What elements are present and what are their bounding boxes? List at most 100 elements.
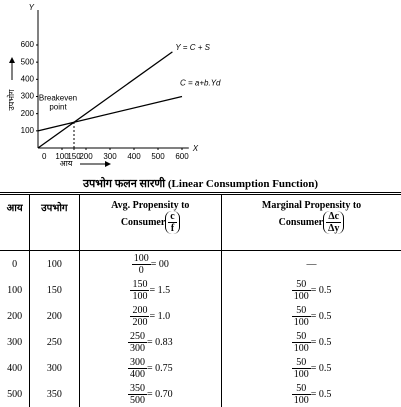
fraction: 50 100 (291, 331, 311, 354)
fraction: 200 200 (130, 305, 150, 328)
x-tick-label: 400 (127, 152, 141, 161)
row: 100 150 150 100 = 1.5 50 100 = 0.5 (0, 277, 401, 303)
x-tick-label: 150 (67, 152, 81, 161)
row: 300 250 250 300 = 0.83 50 100 = 0.5 (0, 329, 401, 355)
cell: 100 (29, 250, 80, 277)
series-line (37, 95, 183, 132)
result: = 0.75 (146, 362, 173, 374)
fraction: 100 0 (131, 252, 151, 276)
numerator: Δc (326, 211, 342, 223)
fraction: 350 500 (127, 383, 147, 406)
result: = 00 (150, 258, 169, 270)
denominator: f (170, 223, 175, 234)
cell: 100 0 = 00 (78, 250, 222, 277)
cell-text: 300 (7, 336, 23, 348)
header-text: Consumer (278, 216, 324, 228)
cell: 50 100 = 0.5 (221, 277, 401, 303)
y-axis-letter: Y (29, 3, 35, 12)
fraction: 250 300 (127, 331, 147, 354)
header-text: उपभोग (41, 203, 68, 214)
numerator: 300 (127, 356, 147, 369)
annotation: Breakeven (39, 93, 77, 102)
result: = 0.70 (146, 388, 173, 400)
cell: 350 (29, 381, 80, 407)
numerator: 50 (291, 383, 311, 395)
cell: 50 100 = 0.5 (221, 355, 401, 381)
result: = 0.5 (310, 310, 332, 322)
cell: 300 (29, 355, 80, 381)
x-tick-label: 100 (55, 152, 69, 161)
cell-text: 250 (46, 336, 62, 348)
x-tick-label: 600 (175, 152, 189, 161)
cell: 150 (29, 277, 80, 303)
row: 0 100 100 0 = 00— (0, 250, 401, 278)
header-text: Avg. Propensity to (111, 200, 190, 211)
row: 200 200 200 200 = 1.0 50 100 = 0.5 (0, 303, 401, 329)
series-line (37, 51, 173, 149)
y-tick-label: 100 (21, 126, 35, 135)
cell: 300 400 = 0.75 (78, 355, 222, 381)
cell-text: 150 (46, 284, 62, 296)
denominator: 200 (132, 316, 148, 328)
cell-text: 100 (46, 258, 62, 270)
x-axis-title: आय (60, 159, 73, 168)
y-tick-label: 400 (21, 74, 35, 83)
denominator: 400 (129, 368, 145, 380)
numerator: 100 (131, 252, 151, 265)
result: = 0.5 (310, 336, 332, 348)
annotation: point (49, 102, 67, 111)
denominator: 500 (129, 394, 145, 406)
x-tick-label: 300 (103, 152, 117, 161)
result: = 0.83 (146, 336, 173, 348)
y-tick-label: 600 (21, 40, 35, 49)
cell: 500 (0, 381, 30, 407)
cell: 0 (0, 251, 30, 278)
cell-text: 200 (7, 310, 23, 322)
row: 500 350 350 500 = 0.70 50 100 = 0.5 (0, 381, 401, 407)
header-cell: उपभोग (29, 193, 80, 251)
x-axis-letter: X (192, 144, 199, 153)
header-cell: Avg. Propensity to Consumer c f (78, 193, 222, 251)
paren: Δc Δy (323, 211, 345, 234)
y-tick-label: 500 (21, 57, 35, 66)
result: = 0.5 (310, 362, 332, 374)
header-row: आय उपभोग Avg. Propensity to Consumer c f Margi… (0, 193, 401, 251)
denominator: 0 (138, 264, 144, 276)
y-tick-label: 300 (21, 92, 35, 101)
row: 400 300 300 400 = 0.75 50 100 = 0.5 (0, 355, 401, 381)
cell-text: 100 (7, 284, 23, 296)
denominator: 100 (293, 394, 309, 406)
numerator: 50 (291, 305, 311, 317)
fraction: 150 100 (130, 278, 150, 302)
fraction: 50 100 (291, 383, 311, 406)
cell: 200 200 = 1.0 (78, 303, 222, 329)
table: आय उपभोग Avg. Propensity to Consumer c f Margi… (0, 192, 401, 407)
origin-label: 0 (42, 152, 47, 161)
fraction: 50 100 (291, 357, 311, 380)
numerator: 50 (291, 357, 311, 369)
denominator: 100 (132, 290, 148, 302)
cell-text: 300 (46, 362, 62, 374)
cell: 200 (29, 303, 80, 329)
fraction: 300 400 (127, 356, 147, 380)
cell: 100 (0, 277, 30, 303)
x-tick-label: 500 (151, 152, 165, 161)
header-text: आय (6, 203, 23, 214)
series-label: C = a+b.Yd (180, 79, 221, 88)
table-title: उपभोग फलन सारणी (Linear Consumption Func… (82, 178, 319, 190)
result: = 0.5 (310, 388, 332, 400)
cell: 300 (0, 329, 30, 355)
result: = 1.0 (149, 310, 171, 322)
header-text: Consumer (120, 216, 166, 228)
numerator: 150 (130, 278, 150, 291)
cell: 50 100 = 0.5 (221, 329, 401, 355)
cell: 250 300 = 0.83 (78, 329, 222, 355)
result: = 1.5 (149, 284, 171, 296)
cell-text: 200 (46, 310, 62, 322)
fraction: 50 100 (291, 305, 311, 328)
cell-text: 400 (7, 362, 23, 374)
cell-text: 350 (46, 388, 62, 400)
cell: 50 100 = 0.5 (221, 381, 401, 407)
denominator: Δy (328, 223, 340, 234)
